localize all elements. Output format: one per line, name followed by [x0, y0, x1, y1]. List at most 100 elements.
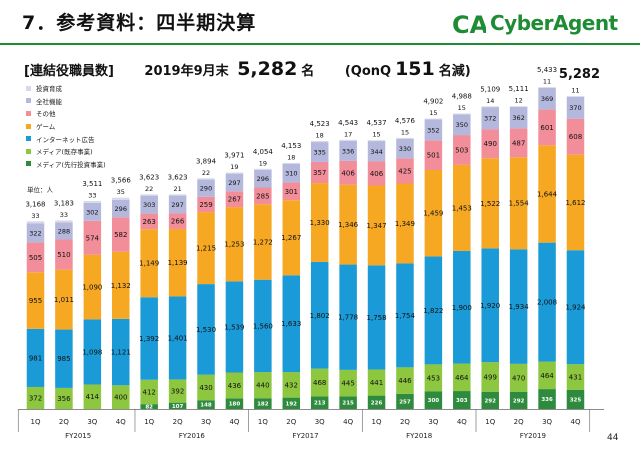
- bar-value-label: 1,754: [395, 312, 416, 320]
- page-title: 7．参考資料：四半期決算: [22, 12, 257, 34]
- bar-total-label: 4,054: [253, 148, 274, 156]
- svg-text:CA: CA: [452, 11, 486, 38]
- bar-value-label: 19: [259, 159, 267, 167]
- bar-value-label: 192: [286, 401, 298, 407]
- bar-value-label: 17: [344, 130, 352, 138]
- bar-segment: [225, 398, 244, 409]
- bar-segment: [310, 141, 329, 143]
- bar-segment: [310, 161, 329, 184]
- bar-segment: [424, 364, 443, 392]
- bar-value-label: 356: [57, 395, 71, 403]
- bar-value-label: 1,530: [196, 326, 216, 334]
- bar-segment: [140, 379, 158, 405]
- bar-segment: [367, 161, 386, 186]
- bar-segment: [26, 272, 45, 329]
- page-number: 44: [607, 433, 619, 443]
- bar-value-label: 406: [341, 169, 355, 177]
- bar-segment: [112, 251, 130, 319]
- bar-value-label: 296: [257, 175, 269, 183]
- bar-segment: [538, 87, 556, 88]
- bar-segment: [396, 263, 414, 368]
- bar-value-label: 180: [229, 402, 241, 408]
- bar-segment: [538, 361, 556, 390]
- bar-segment: [140, 195, 158, 214]
- bar-value-label: 1,822: [423, 307, 443, 315]
- bar-total-label: 5,282: [559, 67, 600, 82]
- bar-segment: [367, 185, 386, 266]
- bar-segment: [197, 284, 215, 375]
- bar-segment: [26, 223, 45, 243]
- bar-segment: [538, 87, 556, 110]
- bar-value-label: 330: [399, 145, 411, 153]
- bar-segment: [453, 114, 471, 136]
- bar-value-label: 446: [398, 377, 412, 385]
- x-group-label: FY2017: [292, 432, 318, 440]
- bar-segment: [112, 199, 130, 218]
- bar-segment: [140, 297, 158, 380]
- x-tick-label: 3Q: [542, 418, 552, 426]
- bar-value-label: 11: [571, 87, 579, 95]
- bar-value-label: 1,522: [480, 200, 500, 208]
- bar-value-label: 107: [172, 404, 184, 410]
- bar-value-label: 33: [60, 211, 68, 219]
- bar-segment: [396, 183, 414, 264]
- bar-segment: [424, 118, 443, 120]
- bar-value-label: 288: [58, 227, 70, 235]
- bar-value-label: 369: [541, 95, 553, 103]
- headline-label: [連結役職員数]: [24, 64, 114, 79]
- bar-segment: [140, 194, 158, 196]
- bar-value-label: 296: [115, 205, 127, 213]
- legend-label: ゲーム: [36, 123, 56, 132]
- bar-segment: [339, 160, 357, 185]
- legend-item: 全社機能: [26, 95, 106, 108]
- bar-value-label: 406: [370, 170, 384, 178]
- bar-segment: [339, 184, 357, 265]
- bar-segment: [538, 389, 556, 409]
- bar-segment: [254, 398, 272, 409]
- bar-value-label: 372: [484, 115, 496, 123]
- bar-segment: [254, 372, 272, 399]
- bar-value-label: 582: [114, 231, 127, 239]
- bar-total-label: 3,623: [139, 173, 159, 181]
- bar-segment: [509, 128, 528, 158]
- bar-value-label: 297: [171, 201, 183, 209]
- bar-segment: [26, 386, 45, 409]
- bar-value-label: 1,633: [281, 320, 301, 328]
- bar-segment: [339, 140, 357, 161]
- bar-value-label: 1,347: [367, 222, 387, 230]
- bar-value-label: 1,215: [196, 245, 216, 253]
- title-underline: [0, 43, 640, 45]
- bar-segment: [538, 145, 556, 243]
- bar-value-label: 436: [228, 382, 242, 390]
- bar-value-label: 468: [313, 379, 326, 387]
- bar-value-label: 1,612: [565, 199, 585, 207]
- bar-value-label: 1,098: [82, 348, 102, 356]
- bar-value-label: 259: [199, 201, 212, 209]
- bar-segment: [509, 157, 528, 250]
- bar-value-label: 1,253: [224, 241, 244, 249]
- bar-value-label: 1,644: [537, 190, 558, 198]
- bar-value-label: 510: [57, 251, 70, 259]
- headline-unit: 名: [301, 64, 315, 79]
- bar-segment: [168, 213, 187, 229]
- bar-value-label: 1,392: [139, 335, 159, 343]
- bar-value-label: 1,346: [338, 221, 359, 229]
- legend-swatch: [26, 110, 31, 116]
- bar-value-label: 1,132: [111, 282, 131, 290]
- bar-segment: [225, 281, 244, 373]
- x-tick-label: 1Q: [485, 418, 495, 426]
- bar-value-label: 344: [370, 148, 382, 156]
- bar-value-label: 985: [57, 355, 70, 363]
- bar-value-label: 290: [200, 185, 212, 193]
- bar-value-label: 1,934: [509, 303, 530, 311]
- bar-segment: [424, 256, 443, 365]
- bar-value-label: 464: [455, 374, 469, 382]
- bar-value-label: 15: [372, 131, 380, 139]
- bar-segment: [225, 172, 244, 174]
- bar-value-label: 335: [313, 149, 325, 157]
- bar-value-label: 226: [371, 400, 383, 406]
- bar-value-label: 430: [199, 384, 212, 392]
- bar-value-label: 453: [427, 374, 440, 382]
- bar-value-label: 33: [88, 191, 96, 199]
- bar-value-label: 303: [143, 201, 155, 209]
